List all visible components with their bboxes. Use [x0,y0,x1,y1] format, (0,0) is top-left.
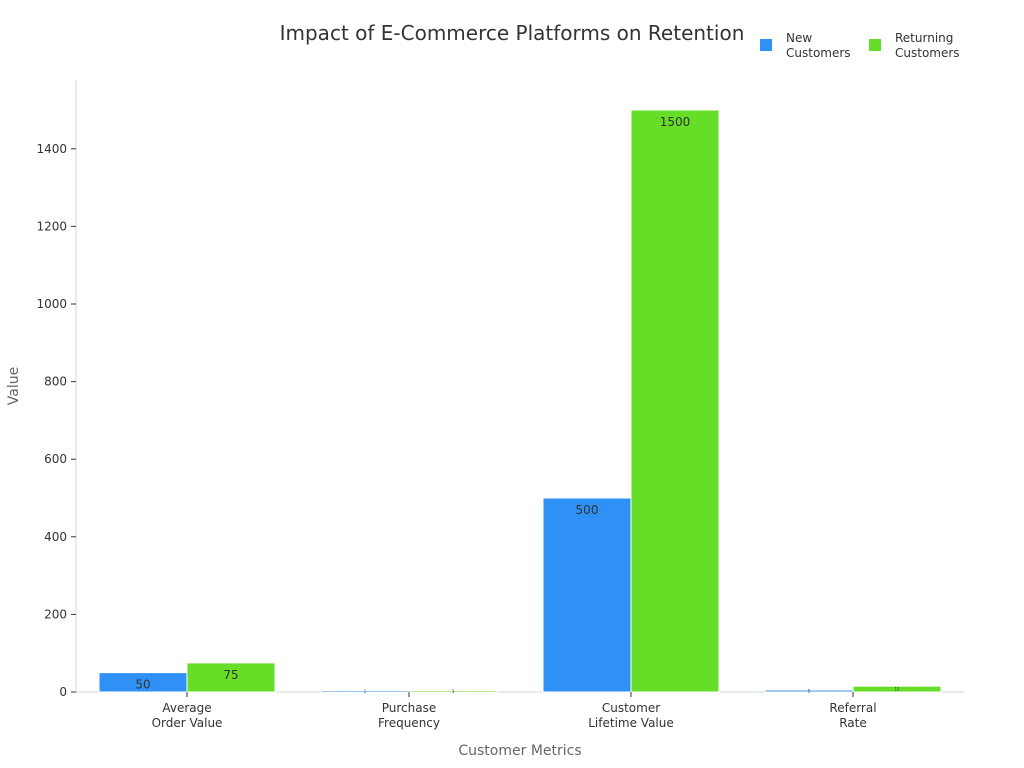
y-tick-label: 1200 [36,219,67,233]
bar-data-label: 15 [894,687,900,692]
y-axis-title: Value [6,367,22,405]
y-tick-label: 1000 [36,297,67,311]
legend-label-returning-customers: Returning Customers [895,31,960,60]
bar-data-label: 75 [223,668,238,682]
bar-data-label: 1 [364,689,367,694]
y-tick-label: 200 [44,607,67,621]
x-tick-label: Average Order Value [152,701,223,730]
bar-data-label: 3 [452,689,455,694]
bar-data-label: 1500 [660,115,691,129]
legend-swatch-new-customers [760,39,772,51]
bar [542,497,632,693]
bar-data-label: 500 [576,503,599,517]
legend-label-new-customers: New Customers [786,31,851,60]
bar [852,685,942,693]
y-axis-ticks: 0 200 400 600 800 1000 1200 1400 [36,142,76,699]
bar [630,109,720,693]
y-tick-label: 400 [44,530,67,544]
legend: New Customers Returning Customers [760,31,960,60]
x-axis-title: Customer Metrics [458,743,581,759]
bars: 50 75 1 3 500 1500 5 15 [98,109,942,694]
x-tick-label: Purchase Frequency [378,701,440,730]
x-tick-label: Customer Lifetime Value [588,701,674,730]
x-axis-ticks: Average Order Value Purchase Frequency Custo… [152,692,877,730]
y-tick-label: 1400 [36,142,67,156]
y-tick-label: 0 [59,685,67,699]
y-tick-label: 800 [44,375,67,389]
y-tick-label: 600 [44,452,67,466]
x-tick-label: Referral Rate [829,701,876,730]
bar [408,690,498,693]
legend-swatch-returning-customers [869,39,881,51]
bar-data-label: 5 [808,689,811,694]
bar-data-label: 50 [135,678,150,692]
bar [186,662,276,693]
chart-title: Impact of E-Commerce Platforms on Retent… [280,21,745,45]
